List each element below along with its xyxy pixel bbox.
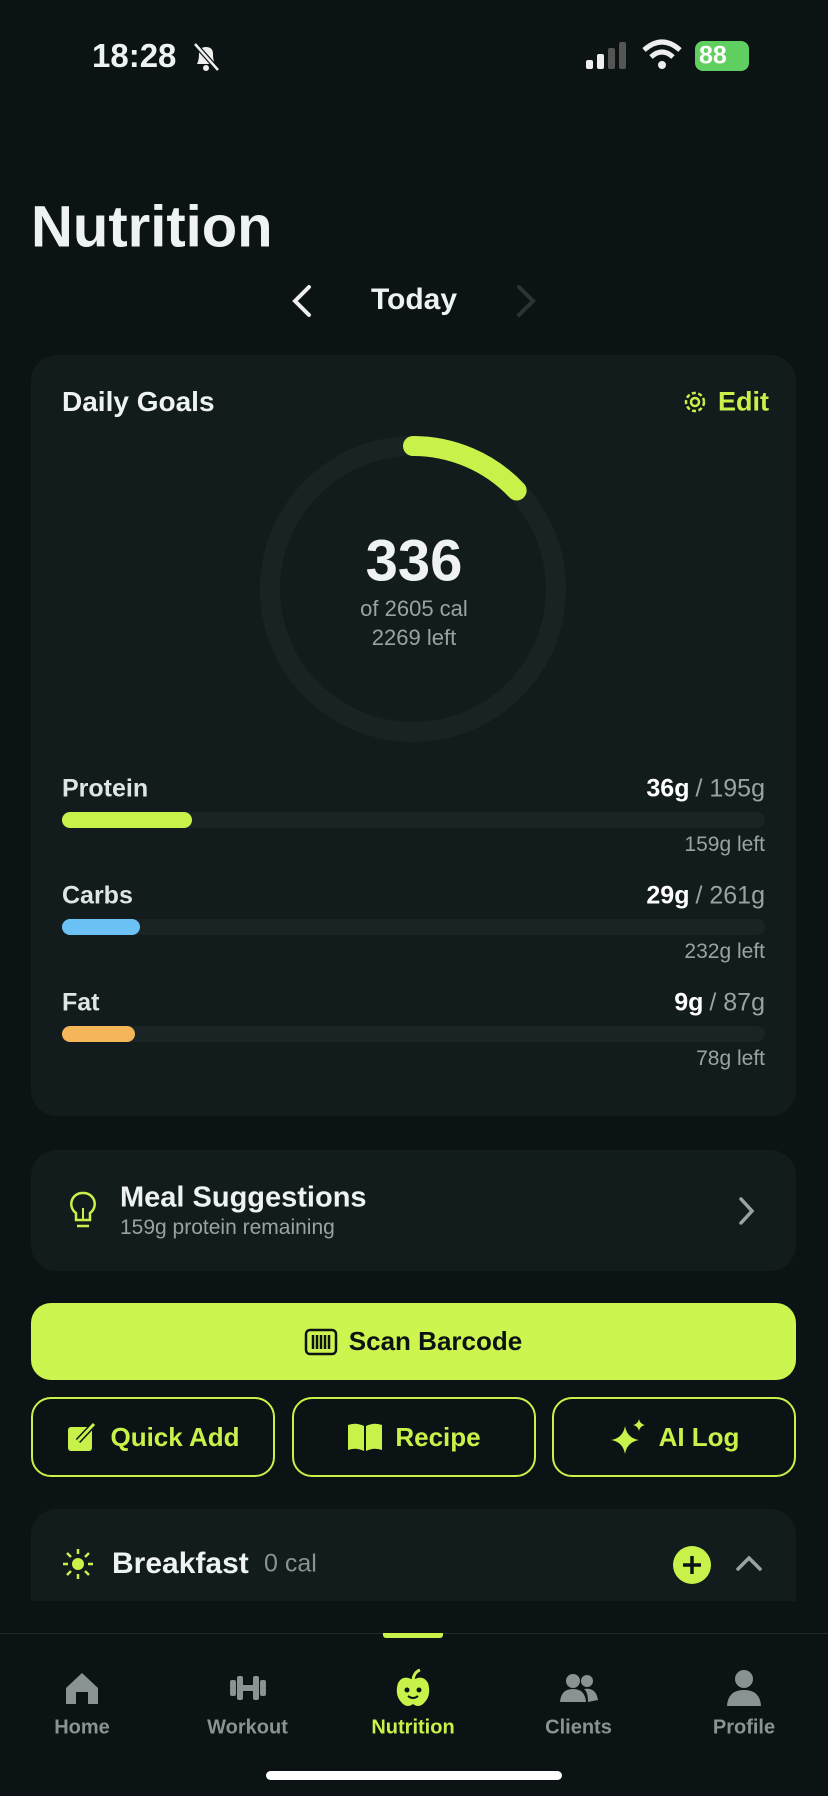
barcode-icon [304,1328,338,1355]
tab-icon [66,1673,98,1704]
wifi-icon [642,39,682,69]
macro-name: Protein [62,774,149,803]
meal-calories: 0 cal [264,1549,317,1578]
macro-left: 78g left [696,1047,765,1070]
macro-name: Carbs [62,881,133,910]
macro-track [62,919,765,935]
battery [695,41,749,71]
chevron-right [739,1197,755,1225]
button-label: Scan Barcode [348,1326,523,1356]
collapse-button[interactable] [735,1554,763,1572]
signal-icon [586,42,626,69]
macro-amount: 9g/ 87g [674,989,765,1018]
tab-bar [0,1633,828,1796]
tab-icon [559,1674,598,1702]
ai-log-button[interactable]: AI Log [552,1397,796,1477]
macro-goal: / 195g [695,774,765,803]
meal-name: Breakfast [112,1547,249,1580]
macro-left: 159g left [684,833,765,856]
macro-track [62,1026,765,1042]
page-title: Nutrition [31,194,273,260]
silent-icon [193,42,220,72]
tab-icon [727,1670,761,1706]
macro-bar [62,1026,135,1042]
macro-consumed: 29g [646,881,690,910]
tab-label[interactable]: Nutrition [371,1716,455,1739]
edit-icon [68,1421,97,1451]
sun-icon [63,1549,93,1579]
add-food-button[interactable] [673,1546,711,1584]
macro-name: Fat [62,988,100,1017]
suggestions-title: Meal Suggestions [120,1181,367,1214]
tab-label[interactable]: Clients [545,1716,612,1739]
recipe-button[interactable]: Recipe [292,1397,536,1477]
macro-amount: 29g/ 261g [646,882,765,911]
macro-consumed: 9g [674,988,704,1017]
macro-left: 232g left [684,940,765,963]
scan-barcode-button[interactable]: Scan Barcode [31,1303,796,1380]
tab-label[interactable]: Home [54,1716,110,1739]
macro-bar [62,919,141,935]
prev-day[interactable] [290,284,314,318]
bulb-icon [70,1191,96,1228]
ring-progress [260,436,566,742]
macro-goal: / 87g [709,988,765,1017]
date-label: Today [370,283,458,316]
gear-icon [684,391,706,413]
next-day[interactable] [514,284,538,318]
tab-icon [229,1676,266,1700]
tab-label[interactable]: Profile [712,1716,776,1739]
calories-consumed: 336 [365,528,463,594]
calories-left: 2269 left [371,625,457,650]
macro-goal: / 261g [695,881,765,910]
macro-consumed: 36g [646,774,690,803]
calories-goal: of 2605 cal [360,596,468,621]
tab-icon [396,1668,430,1706]
quick-add-button[interactable]: Quick Add [31,1397,275,1477]
button-label: Quick Add [110,1421,240,1452]
active-tab-indicator [383,1633,443,1638]
home-indicator [266,1771,562,1780]
macro-bar [62,812,192,828]
book-icon [348,1423,383,1451]
breakfast-card [31,1509,796,1601]
meal-suggestions-card[interactable] [31,1150,796,1271]
time: 18:28 [92,37,177,74]
tab-label[interactable]: Workout [207,1716,288,1739]
battery-level: 88 [699,41,727,70]
edit-button[interactable]: Edit [718,386,769,417]
macro-track [62,812,765,828]
calorie-ring [260,436,566,742]
suggestions-subtitle: 159g protein remaining [120,1216,335,1239]
sparkles-icon [610,1419,645,1454]
card-title: Daily Goals [62,386,215,417]
macro-amount: 36g/ 195g [646,775,765,804]
button-label: Recipe [395,1421,481,1452]
button-label: AI Log [658,1421,740,1452]
